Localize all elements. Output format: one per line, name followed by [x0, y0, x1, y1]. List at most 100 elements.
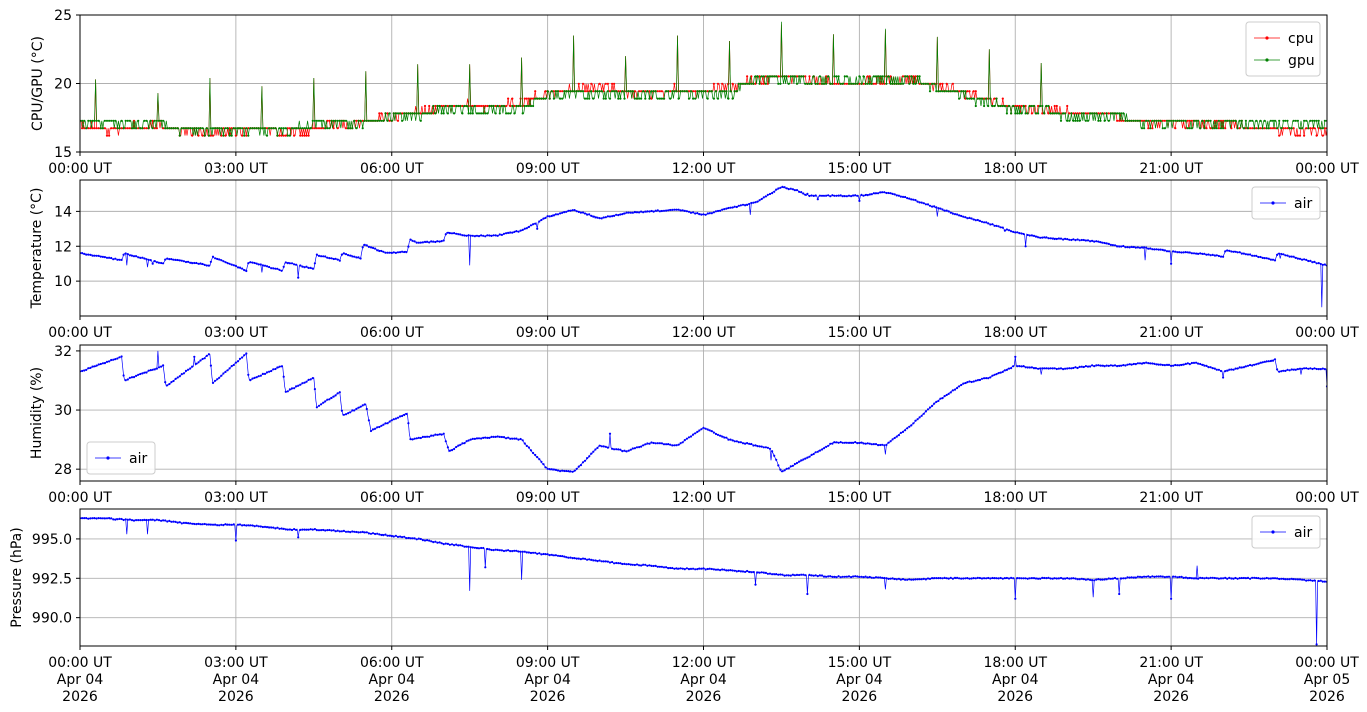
- data-point: [1155, 575, 1158, 578]
- data-point: [542, 463, 545, 466]
- data-point: [987, 222, 990, 225]
- data-point: [802, 458, 805, 461]
- data-point: [752, 444, 755, 447]
- data-point: [480, 104, 483, 108]
- data-point: [423, 539, 427, 542]
- data-point: [852, 82, 855, 85]
- data-point: [808, 573, 811, 577]
- data-point: [1186, 362, 1189, 365]
- data-point: [646, 90, 649, 93]
- data-point: [604, 445, 607, 448]
- data-point: [172, 258, 175, 261]
- data-point: [174, 258, 177, 261]
- data-point: [1307, 367, 1310, 370]
- data-point: [712, 211, 716, 214]
- data-point: [247, 127, 250, 130]
- x-tick-year-label: 2026: [218, 689, 254, 705]
- data-point: [118, 517, 121, 521]
- data-point: [434, 112, 437, 115]
- data-point: [405, 251, 408, 254]
- data-point: [286, 528, 289, 531]
- data-point: [513, 104, 516, 108]
- data-point: [627, 563, 630, 566]
- data-point: [114, 358, 117, 361]
- data-point: [646, 210, 649, 213]
- data-point: [170, 381, 173, 384]
- data-point: [978, 97, 982, 100]
- data-point: [748, 202, 751, 206]
- data-point: [459, 233, 462, 236]
- data-point: [956, 213, 959, 216]
- data-point: [694, 212, 697, 215]
- data-point: [496, 435, 499, 438]
- data-point: [933, 205, 936, 208]
- data-point: [1209, 119, 1212, 122]
- data-point: [172, 379, 175, 383]
- data-point: [928, 577, 932, 581]
- data-point: [623, 449, 626, 452]
- data-point: [415, 112, 418, 115]
- data-point: [1041, 367, 1044, 370]
- data-point: [997, 104, 1000, 108]
- data-point: [1286, 127, 1289, 130]
- data-point: [297, 384, 300, 387]
- data-point: [575, 467, 578, 470]
- data-point: [105, 119, 109, 122]
- data-point: [700, 567, 703, 570]
- data-point: [1153, 119, 1156, 122]
- data-point: [282, 127, 285, 130]
- data-point: [808, 455, 811, 458]
- data-point: [1109, 577, 1112, 580]
- data-point: [268, 127, 271, 130]
- data-point: [665, 90, 668, 93]
- data-point: [301, 528, 304, 531]
- data-point: [1107, 119, 1110, 122]
- data-point: [313, 262, 316, 265]
- data-point: [1151, 119, 1154, 122]
- data-point: [721, 208, 724, 211]
- data-point: [725, 90, 728, 93]
- data-point: [428, 104, 431, 108]
- data-point: [577, 82, 580, 85]
- data-point: [388, 251, 391, 254]
- data-point: [789, 465, 792, 468]
- data-point: [924, 578, 928, 581]
- data-point: [342, 413, 345, 416]
- data-point: [1280, 252, 1283, 256]
- data-point: [357, 256, 360, 259]
- data-point: [419, 436, 422, 440]
- data-point: [81, 119, 84, 122]
- data-point: [444, 542, 447, 545]
- data-point: [598, 444, 601, 447]
- data-point: [1018, 112, 1021, 115]
- data-point: [716, 97, 720, 100]
- data-point: [139, 372, 142, 376]
- data-point: [565, 90, 568, 93]
- data-point: [845, 441, 849, 444]
- data-point: [1084, 119, 1087, 122]
- data-point: [1055, 367, 1058, 371]
- x-tick-label: 12:00 UT: [672, 490, 736, 506]
- data-point: [968, 577, 971, 580]
- data-point: [170, 127, 173, 130]
- data-point: [280, 527, 283, 530]
- data-point: [918, 75, 921, 78]
- data-point: [1255, 576, 1258, 580]
- data-point: [1188, 119, 1191, 122]
- data-point: [322, 119, 325, 122]
- data-point: [440, 240, 443, 243]
- data-point: [384, 533, 387, 536]
- data-point: [507, 231, 510, 234]
- data-point: [361, 530, 364, 534]
- data-point: [906, 197, 909, 200]
- data-point: [388, 112, 391, 115]
- data-point: [544, 216, 547, 219]
- data-point: [168, 519, 171, 523]
- data-point: [779, 186, 782, 189]
- data-point: [145, 258, 148, 261]
- data-point: [191, 262, 194, 265]
- data-point: [232, 127, 235, 130]
- data-point: [689, 435, 693, 438]
- data-point: [132, 119, 136, 122]
- data-point: [295, 385, 298, 388]
